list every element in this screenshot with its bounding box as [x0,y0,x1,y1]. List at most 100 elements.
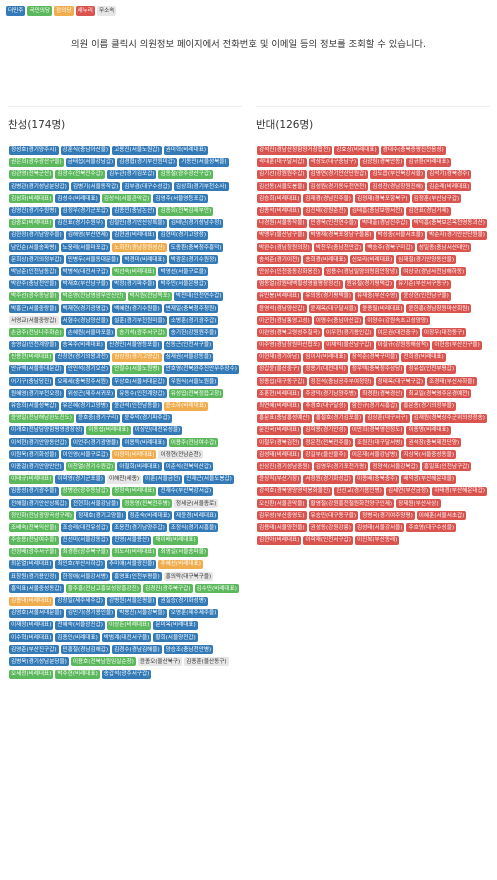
member-tag[interactable]: 주호영(대구수성을) [406,523,457,533]
member-tag[interactable]: 박주민(서울은평갑) [158,279,209,289]
member-tag[interactable]: 이주영(경남창원마산합포) [257,340,322,350]
member-tag[interactable]: 곽상도(대구중남구) [308,157,359,167]
member-tag[interactable]: 우상호(서울서대문갑) [112,377,167,387]
member-tag[interactable]: 엄용수(경남밀양의령함안창녕) [323,267,400,277]
member-tag[interactable]: 박용진(서울강북을) [117,608,167,618]
member-tag[interactable]: 권석창(충북제천단양) [406,438,462,448]
member-tag[interactable]: 정우택(충북청주상당) [349,364,405,374]
member-tag[interactable]: 유재중(부산수영) [354,291,400,301]
member-tag[interactable]: 오세정(비례대표) [9,669,54,679]
member-tag[interactable]: 정세균(서울종로) [173,499,219,509]
member-tag[interactable]: 이현재(경기하남) [257,352,302,362]
member-tag[interactable]: 이정현(전남순천) [158,450,203,460]
member-tag[interactable]: 박덕흠(충북보은옥천영동괴산) [411,218,487,228]
member-tag[interactable]: 한선교(경기용인병) [334,486,384,496]
member-tag[interactable]: 이은권(대전중구) [375,328,420,338]
member-tag[interactable]: 윤관석(인천남동을) [112,401,162,411]
member-tag[interactable]: 민홍철(경남김해갑) [60,645,111,655]
member-tag[interactable]: 주광덕(경기남양주병) [303,389,359,399]
member-tag[interactable]: 김중로(비례대표) [9,218,54,228]
member-tag[interactable]: 심재권(서울강동을) [163,352,214,362]
member-tag[interactable]: 홍철호(경기김포을) [313,413,364,423]
member-tag[interactable]: 김재경(경남진주을) [303,194,353,204]
member-tag[interactable]: 김영주(서울영등포갑) [153,194,209,204]
member-tag[interactable]: 윤소하(비례대표) [163,401,209,411]
member-tag[interactable]: 조원진(대구달서병) [354,438,405,448]
member-tag[interactable]: 박지원(전남목포) [127,291,172,301]
member-tag[interactable]: 최경환(경북경산) [360,389,405,399]
member-tag[interactable]: 김규환(비례대표) [406,157,451,167]
member-tag[interactable]: 홍영표(인천부평을) [112,572,162,582]
member-tag[interactable]: 정동영(전북전주병) [122,499,172,509]
member-tag[interactable]: 안규백(서울동대문갑) [9,364,64,374]
member-tag[interactable]: 김병기(서울동작갑) [70,182,121,192]
member-tag[interactable]: 이학재(인천서구갑) [303,535,353,545]
member-tag[interactable]: 김경협(경기부천원미갑) [117,157,178,167]
member-tag[interactable]: 강효상(비례대표) [334,145,379,155]
member-tag[interactable]: 임종성(경기광주을) [9,486,59,496]
member-tag[interactable]: 배덕광(부산해운대을) [401,474,457,484]
member-tag[interactable]: 강길부(울산울주) [303,450,348,460]
member-tag[interactable]: 김경진(광주북구갑) [142,584,193,594]
member-tag[interactable]: 이찬열(경기수원갑) [65,462,116,472]
member-tag[interactable]: 이채익(울산남구갑) [323,340,374,350]
member-tag[interactable]: 이명수(충남아산갑) [313,316,364,326]
member-tag[interactable]: 오제세(충북청주서원) [55,377,111,387]
member-tag[interactable]: 박영선(서울구로을) [158,267,209,277]
member-tag[interactable]: 윤한홍(경남창원마산회원) [406,304,472,314]
member-tag[interactable]: 이상돈(비례대표) [106,620,152,630]
member-tag[interactable]: 홍익표(서울중성동갑) [9,584,64,594]
member-tag[interactable]: 이장우(대전동구) [421,328,467,338]
member-tag[interactable]: 윤상현(인천남구을) [401,291,451,301]
member-tag[interactable]: 김두관(경기김포갑) [106,169,157,179]
member-tag[interactable]: 김무성(부산중영도) [257,511,307,521]
member-tag[interactable]: 최인호(부산사하갑) [55,559,105,569]
member-tag[interactable]: 성일종(충남서산태안) [416,243,472,253]
member-tag[interactable]: 이훈(서울금천) [143,474,183,484]
member-tag[interactable]: 이학영(경기군포을) [55,474,105,484]
member-tag[interactable]: 김한정(경기남양주을) [9,230,64,240]
member-tag[interactable]: 김성원(경기동두천연천) [308,182,369,192]
member-tag[interactable]: 이원욱(경기화성을) [9,450,59,460]
member-tag[interactable]: 백재현(경기광명갑) [60,304,111,314]
member-tag[interactable]: 송영길(인천계양을) [9,340,59,350]
member-tag[interactable]: 송갑석(광주서구갑) [101,669,152,679]
member-tag[interactable]: 박정(경기파주을) [112,279,157,289]
member-tag[interactable]: 경대수(충북증평진천음성) [380,145,446,155]
member-tag[interactable]: 정유섭(인천부평갑) [406,364,457,374]
member-tag[interactable]: 김종훈(울산동구) [184,657,229,667]
member-tag[interactable]: 이석현(경기안양동안갑) [9,438,69,448]
member-tag[interactable]: 김종석(비례대표) [257,206,302,216]
member-tag[interactable]: 이해찬(세종) [106,474,142,484]
member-tag[interactable]: 신보라(비례대표) [349,255,395,265]
member-tag[interactable]: 안민석(경기오산) [65,364,111,374]
member-tag[interactable]: 박준영(전남영암무안신안) [60,291,126,301]
member-tag[interactable]: 김상훈(대구서구) [365,413,410,423]
member-tag[interactable]: 김승희(비례대표) [257,194,302,204]
member-tag[interactable]: 정춘숙(비례대표) [127,511,172,521]
member-tag[interactable]: 백혜련(경기수원을) [112,304,162,314]
member-tag[interactable]: 김기선(강원원주갑) [257,169,307,179]
member-tag[interactable]: 이용주(전남여수갑) [168,438,219,448]
member-tag[interactable]: 김정재(경북포항북구) [354,194,410,204]
member-tag[interactable]: 김민기(경기용인을) [65,608,116,618]
member-tag[interactable]: 안철수(서울노원병) [112,364,162,374]
member-tag[interactable]: 문미옥(비례대표) [153,620,198,630]
member-tag[interactable]: 신경민(서울영등포을) [106,340,162,350]
member-tag[interactable]: 어기구(충남당진) [9,377,54,387]
member-tag[interactable]: 김석기(경북경주) [427,169,472,179]
member-tag[interactable]: 황영철(강원홍천철원화천양구인제) [308,499,395,509]
member-tag[interactable]: 금태섭(서울강남갑) [65,157,116,167]
member-tag[interactable]: 권성동(강원강릉) [308,523,353,533]
member-tag[interactable]: 조경태(부산사하을) [427,377,477,387]
member-tag[interactable]: 유동수(인천계양갑) [117,389,167,399]
member-tag[interactable]: 윤상직(부산기장) [257,474,302,484]
member-tag[interactable]: 정갑윤(울산중구) [257,364,302,374]
member-tag[interactable]: 김성태(서울강서을) [354,523,405,533]
member-tag[interactable]: 박완주(충남천안을) [9,279,59,289]
member-tag[interactable]: 정병국(경기여주양평) [360,511,415,521]
member-tag[interactable]: 김현권(비례대표) [112,230,157,240]
member-tag[interactable]: 백승주(경북구미갑) [365,243,415,253]
member-tag[interactable]: 강석호(경북영양영덕봉화울진) [257,486,333,496]
member-tag[interactable]: 한정애(서울강서병) [60,572,111,582]
